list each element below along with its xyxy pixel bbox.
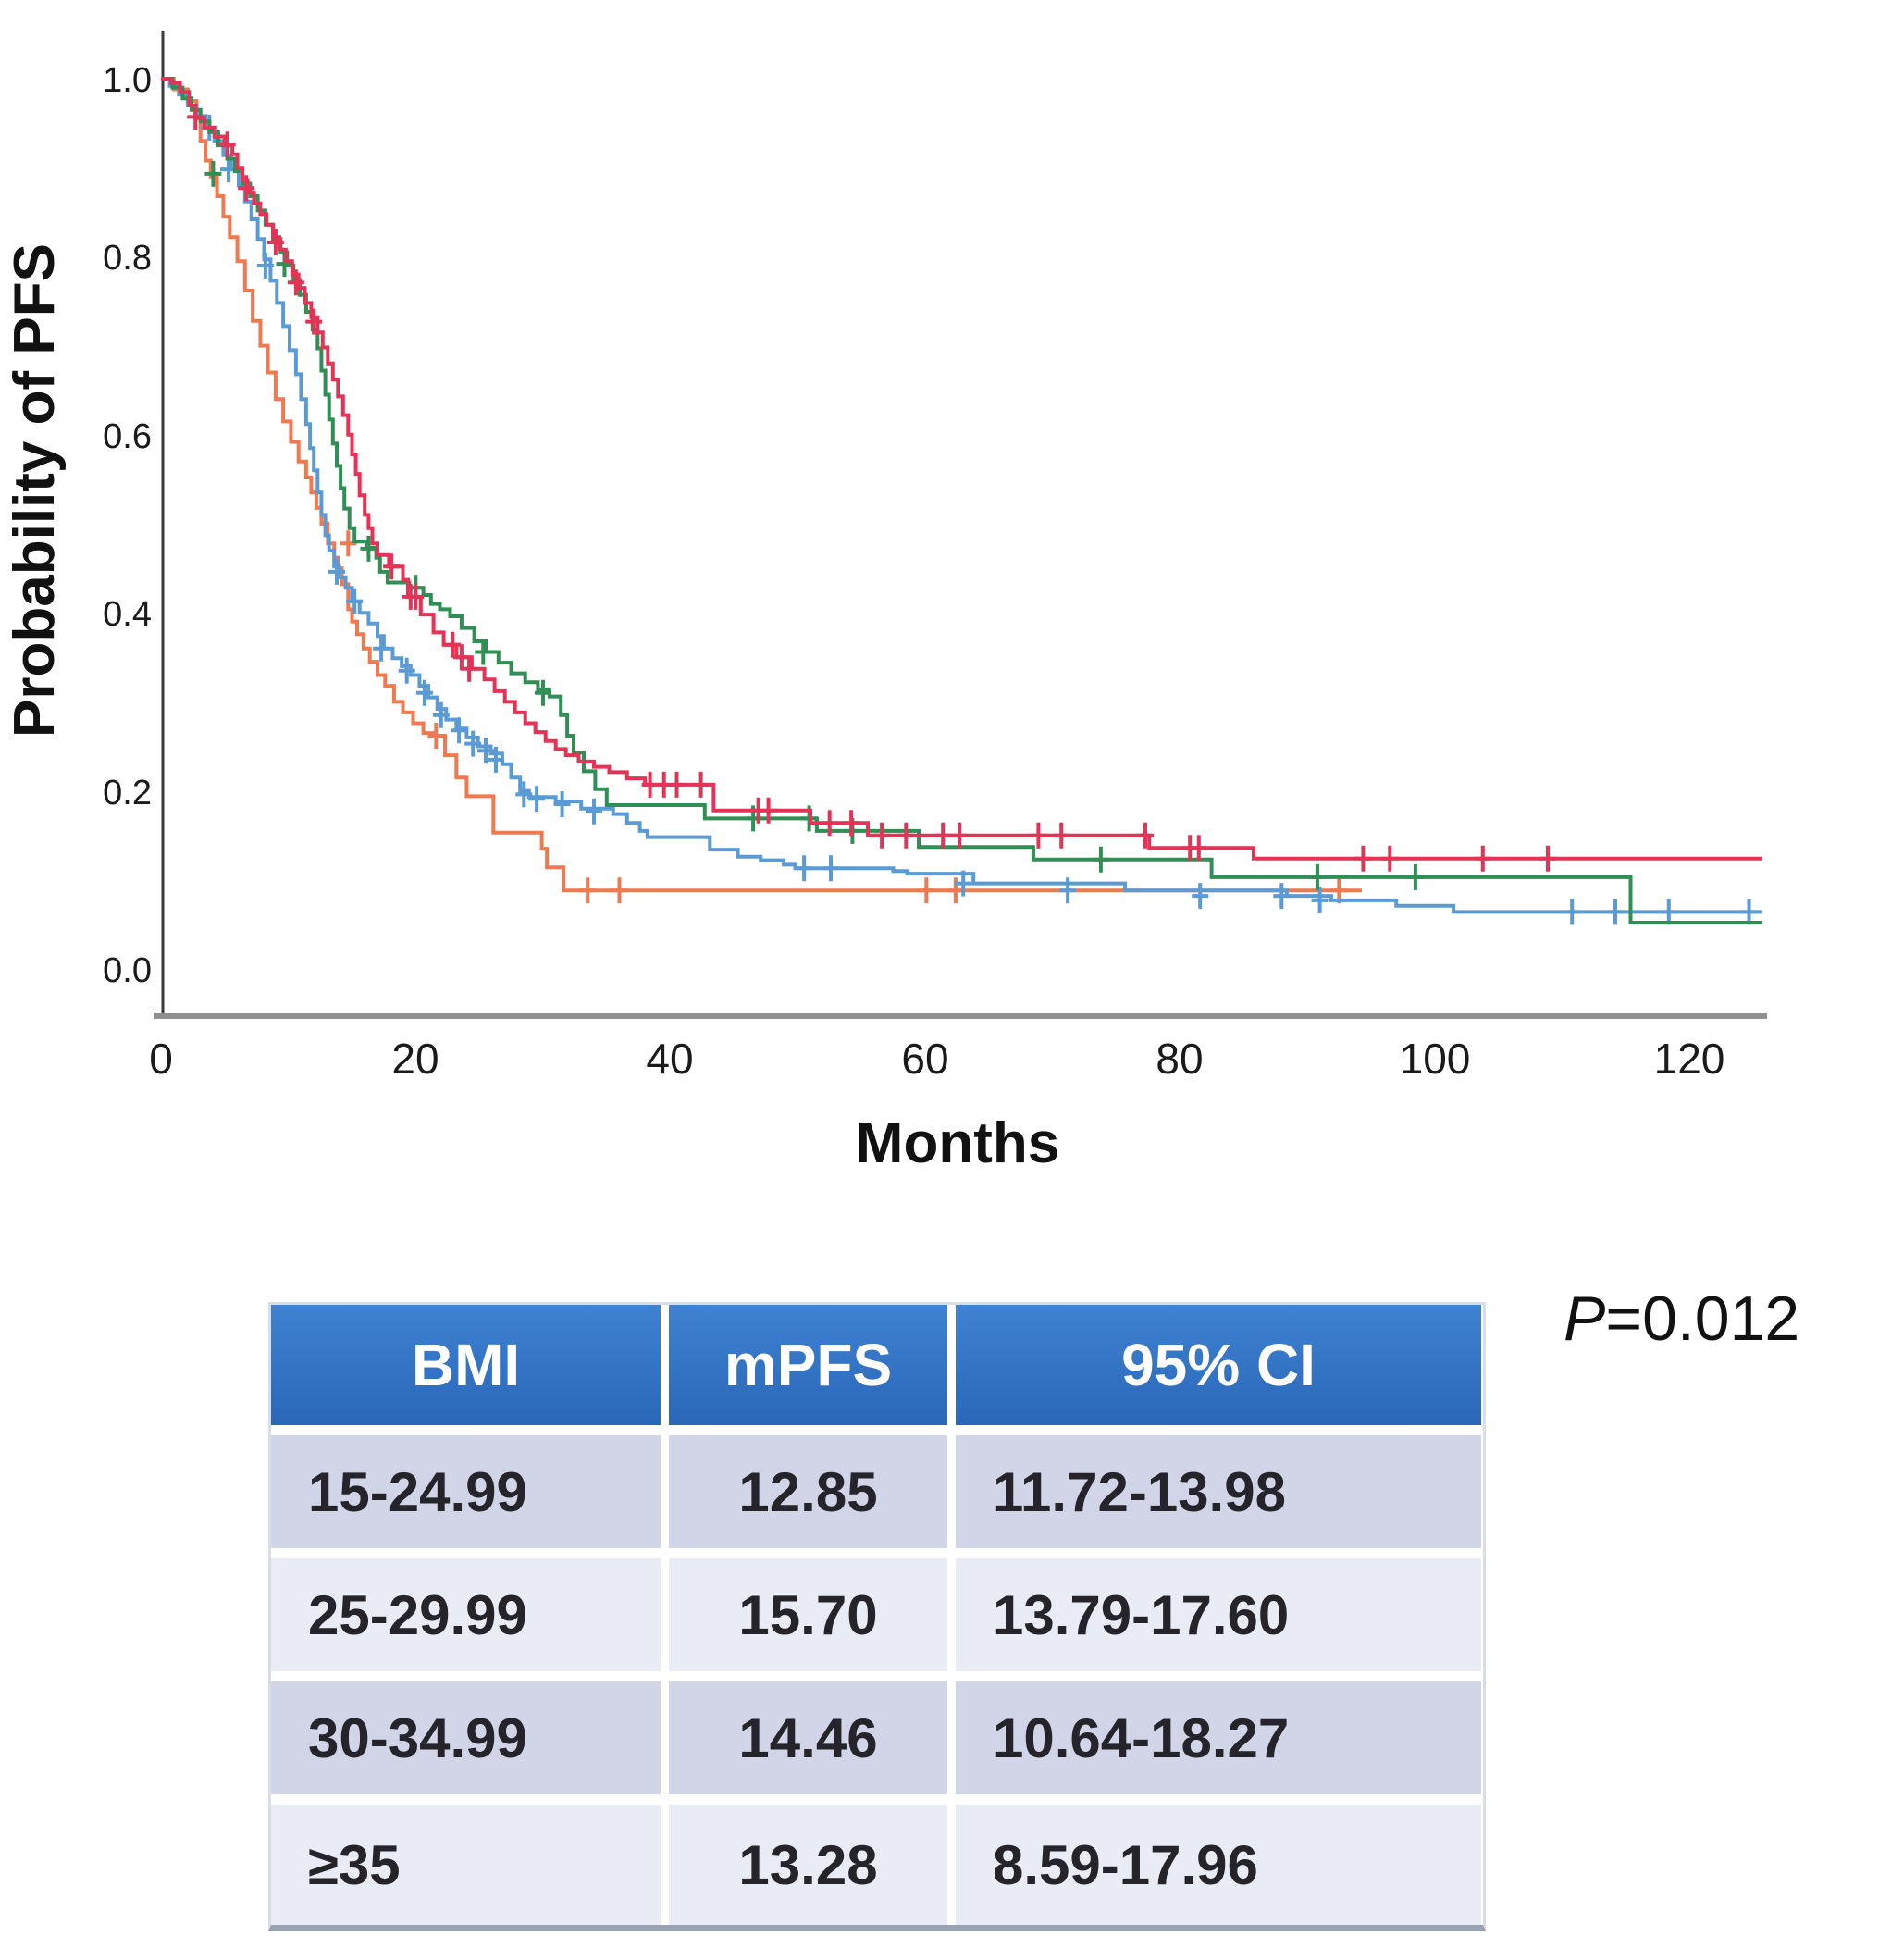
- censor-marks: [187, 104, 1556, 872]
- km-curve: [161, 77, 1762, 861]
- table-header-mpfs: mPFS: [669, 1305, 947, 1425]
- y-tick: 0.6: [103, 417, 152, 456]
- x-tick: 40: [646, 1035, 693, 1083]
- table-row: 15-24.99 12.85 11.72-13.98: [271, 1435, 1483, 1548]
- ci-cell: 13.79-17.60: [956, 1558, 1481, 1671]
- bmi-mpfs-table: BMI mPFS 95% CI 15-24.99 12.85 11.72-13.…: [268, 1302, 1486, 1931]
- x-tick: 20: [391, 1035, 439, 1083]
- ci-cell: 11.72-13.98: [956, 1435, 1481, 1548]
- bmi-range-cell: 15-24.99: [271, 1435, 661, 1548]
- y-axis-title: Probability of PFS: [3, 243, 67, 738]
- y-tick: 0.4: [103, 595, 152, 634]
- y-tick: 1.0: [103, 61, 152, 100]
- table-header-ci: 95% CI: [956, 1305, 1481, 1425]
- y-tick: 0.0: [103, 951, 152, 990]
- p-value-annotation: P=0.012: [1564, 1283, 1869, 1355]
- p-value-symbol: P: [1564, 1284, 1606, 1354]
- table-header-row: BMI mPFS 95% CI: [271, 1305, 1483, 1425]
- y-tick-labels: 1.0 0.8 0.6 0.4 0.2 0.0: [103, 61, 152, 990]
- mpfs-cell: 12.85: [669, 1435, 947, 1548]
- x-tick-labels: 0 20 40 60 80 100 120: [149, 1035, 1724, 1083]
- ci-cell: 10.64-18.27: [956, 1681, 1481, 1794]
- x-tick: 80: [1156, 1035, 1203, 1083]
- x-axis-title: Months: [856, 1111, 1059, 1175]
- table-row: 30-34.99 14.46 10.64-18.27: [271, 1681, 1483, 1794]
- x-tick: 120: [1654, 1035, 1725, 1083]
- bmi-range-cell: 25-29.99: [271, 1558, 661, 1671]
- censor-marks: [204, 160, 1424, 890]
- mpfs-cell: 15.70: [669, 1558, 947, 1671]
- x-tick: 0: [149, 1035, 173, 1083]
- censor-marks: [201, 114, 1758, 925]
- x-tick: 60: [901, 1035, 948, 1083]
- ci-cell: 8.59-17.96: [956, 1805, 1481, 1925]
- mpfs-cell: 13.28: [669, 1805, 947, 1925]
- mpfs-cell: 14.46: [669, 1681, 947, 1794]
- censor-marks: [340, 530, 1348, 904]
- km-curve: [161, 77, 1762, 924]
- y-tick: 0.8: [103, 239, 152, 278]
- bmi-range-cell: 30-34.99: [271, 1681, 661, 1794]
- p-value-number: =0.012: [1605, 1284, 1800, 1354]
- table-header-bmi: BMI: [271, 1305, 661, 1425]
- y-tick: 0.2: [103, 774, 152, 813]
- km-curves: [161, 77, 1762, 925]
- table-row: 25-29.99 15.70 13.79-17.60: [271, 1558, 1483, 1671]
- km-curve: [161, 77, 1762, 914]
- bmi-range-cell: ≥35: [271, 1805, 661, 1925]
- table-row: ≥35 13.28 8.59-17.96: [271, 1805, 1483, 1925]
- x-tick: 100: [1400, 1035, 1471, 1083]
- km-survival-chart: 1.0 0.8 0.6 0.4 0.2 0.0 0 20 40 60 80 10…: [3, 31, 1767, 1175]
